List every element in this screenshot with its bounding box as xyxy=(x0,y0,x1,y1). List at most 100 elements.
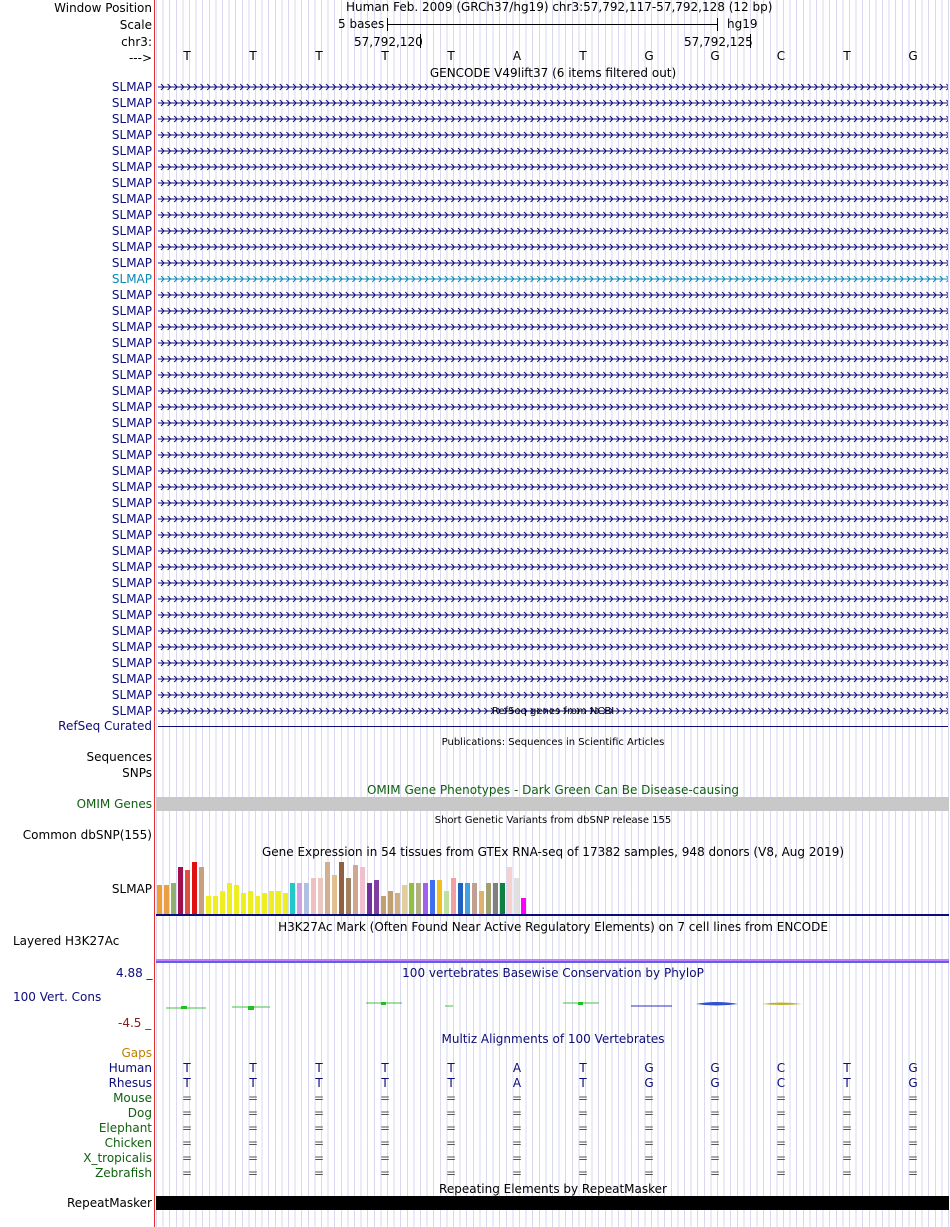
gencode-transcript-line[interactable] xyxy=(158,243,948,251)
gtex-tissue-bar[interactable] xyxy=(346,878,351,914)
gencode-item-label[interactable]: SLMAP xyxy=(111,608,152,622)
gencode-item-label[interactable]: SLMAP xyxy=(111,256,152,270)
gencode-transcript-line[interactable] xyxy=(158,99,948,107)
gencode-transcript-line[interactable] xyxy=(158,675,948,683)
gencode-track-title[interactable]: GENCODE V49lift37 (6 items filtered out) xyxy=(429,66,677,80)
dbsnp-label[interactable]: Common dbSNP(155) xyxy=(22,828,152,842)
gtex-tissue-bar[interactable] xyxy=(332,875,337,914)
gencode-item-label[interactable]: SLMAP xyxy=(111,464,152,478)
gtex-tissue-bar[interactable] xyxy=(521,898,526,914)
gencode-item-label[interactable]: SLMAP xyxy=(111,576,152,590)
species-label[interactable]: Elephant xyxy=(98,1121,152,1135)
gencode-transcript-line[interactable] xyxy=(158,195,948,203)
gtex-tissue-bar[interactable] xyxy=(185,870,190,914)
gtex-tissue-bar[interactable] xyxy=(269,891,274,914)
phylop-label[interactable]: 100 Vert. Cons xyxy=(13,990,102,1004)
gencode-transcript-line[interactable] xyxy=(158,515,948,523)
gencode-item-label[interactable]: SLMAP xyxy=(111,704,152,718)
gtex-tissue-bar[interactable] xyxy=(479,891,484,914)
gencode-item-label[interactable]: SLMAP xyxy=(111,240,152,254)
gencode-item-label[interactable]: SLMAP xyxy=(111,592,152,606)
gencode-transcript-line[interactable] xyxy=(158,595,948,603)
gtex-tissue-bar[interactable] xyxy=(444,891,449,914)
species-label[interactable]: Human xyxy=(108,1061,152,1075)
gtex-tissue-bar[interactable] xyxy=(367,883,372,914)
multiz-track-title[interactable]: Multiz Alignments of 100 Vertebrates xyxy=(441,1032,665,1046)
refseq-gene-line[interactable] xyxy=(158,726,948,727)
omim-track-title[interactable]: OMIM Gene Phenotypes - Dark Green Can Be… xyxy=(366,783,740,797)
gtex-tissue-bar[interactable] xyxy=(493,883,498,914)
gtex-tissue-bar[interactable] xyxy=(486,883,491,914)
gencode-transcript-line[interactable] xyxy=(158,643,948,651)
gencode-transcript-line[interactable] xyxy=(158,211,948,219)
gencode-item-label[interactable]: SLMAP xyxy=(111,448,152,462)
gencode-item-label[interactable]: SLMAP xyxy=(111,336,152,350)
gencode-transcript-line[interactable] xyxy=(158,627,948,635)
gencode-item-label[interactable]: SLMAP xyxy=(111,528,152,542)
gencode-transcript-line[interactable] xyxy=(158,659,948,667)
gtex-tissue-bar[interactable] xyxy=(178,867,183,914)
gencode-item-label[interactable]: SLMAP xyxy=(111,352,152,366)
gencode-transcript-line[interactable] xyxy=(158,227,948,235)
gencode-item-label[interactable]: SLMAP xyxy=(111,544,152,558)
gencode-item-label[interactable]: SLMAP xyxy=(111,160,152,174)
gtex-tissue-bar[interactable] xyxy=(500,883,505,914)
gtex-tissue-bar[interactable] xyxy=(465,883,470,914)
gencode-item-label[interactable]: SLMAP xyxy=(111,512,152,526)
gencode-item-label[interactable]: SLMAP xyxy=(111,320,152,334)
gtex-expression-bars[interactable] xyxy=(156,860,536,914)
gtex-tissue-bar[interactable] xyxy=(157,885,162,914)
gencode-transcript-line[interactable] xyxy=(158,499,948,507)
gencode-transcript-line[interactable] xyxy=(158,579,948,587)
gencode-item-label[interactable]: SLMAP xyxy=(111,288,152,302)
gtex-gene-label[interactable]: SLMAP xyxy=(111,882,152,896)
gtex-tissue-bar[interactable] xyxy=(430,880,435,914)
gencode-transcript-line[interactable] xyxy=(158,435,948,443)
gencode-item-label[interactable]: SLMAP xyxy=(111,640,152,654)
gencode-item-label[interactable]: SLMAP xyxy=(111,144,152,158)
gencode-transcript-line[interactable] xyxy=(158,355,948,363)
gencode-transcript-line[interactable] xyxy=(158,339,948,347)
gtex-tissue-bar[interactable] xyxy=(248,891,253,914)
gtex-tissue-bar[interactable] xyxy=(199,867,204,914)
dbsnp-track-title[interactable]: Short Genetic Variants from dbSNP releas… xyxy=(434,815,672,826)
gencode-transcript-line[interactable] xyxy=(158,83,948,91)
gencode-item-label[interactable]: SLMAP xyxy=(111,560,152,574)
h3k27ac-label[interactable]: Layered H3K27Ac xyxy=(13,934,120,948)
gtex-tissue-bar[interactable] xyxy=(374,880,379,914)
gencode-transcript-line[interactable] xyxy=(158,323,948,331)
gencode-item-label[interactable]: SLMAP xyxy=(111,96,152,110)
species-label[interactable]: Zebrafish xyxy=(95,1166,152,1180)
gencode-item-label[interactable]: SLMAP xyxy=(111,624,152,638)
gtex-tissue-bar[interactable] xyxy=(381,896,386,914)
gencode-transcript-line[interactable] xyxy=(158,467,948,475)
gencode-transcript-line[interactable] xyxy=(158,179,948,187)
gtex-tissue-bar[interactable] xyxy=(318,878,323,914)
gencode-item-label[interactable]: SLMAP xyxy=(111,400,152,414)
gtex-tissue-bar[interactable] xyxy=(472,883,477,914)
snps-label[interactable]: SNPs xyxy=(122,766,152,780)
gencode-transcript-line[interactable] xyxy=(158,611,948,619)
gencode-item-label[interactable]: SLMAP xyxy=(111,480,152,494)
gencode-transcript-line[interactable] xyxy=(158,147,948,155)
repeatmasker-bar[interactable] xyxy=(156,1196,949,1210)
omim-label[interactable]: OMIM Genes xyxy=(76,797,152,811)
gtex-tissue-bar[interactable] xyxy=(507,867,512,914)
gencode-transcript-line[interactable] xyxy=(158,275,948,283)
gencode-transcript-line[interactable] xyxy=(158,131,948,139)
gencode-item-label[interactable]: SLMAP xyxy=(111,368,152,382)
repeatmasker-label[interactable]: RepeatMasker xyxy=(66,1196,152,1210)
gencode-item-label[interactable]: SLMAP xyxy=(111,176,152,190)
species-label[interactable]: Mouse xyxy=(113,1091,152,1105)
gtex-tissue-bar[interactable] xyxy=(339,862,344,914)
gencode-transcript-line[interactable] xyxy=(158,307,948,315)
gencode-item-label[interactable]: SLMAP xyxy=(111,80,152,94)
gtex-tissue-bar[interactable] xyxy=(255,896,260,914)
gencode-transcript-line[interactable] xyxy=(158,259,948,267)
gencode-item-label[interactable]: SLMAP xyxy=(111,432,152,446)
gencode-item-label[interactable]: SLMAP xyxy=(111,672,152,686)
species-label[interactable]: X_tropicalis xyxy=(83,1151,152,1165)
gencode-item-label[interactable]: SLMAP xyxy=(111,112,152,126)
gtex-track-title[interactable]: Gene Expression in 54 tissues from GTEx … xyxy=(261,845,845,859)
gtex-tissue-bar[interactable] xyxy=(402,885,407,914)
